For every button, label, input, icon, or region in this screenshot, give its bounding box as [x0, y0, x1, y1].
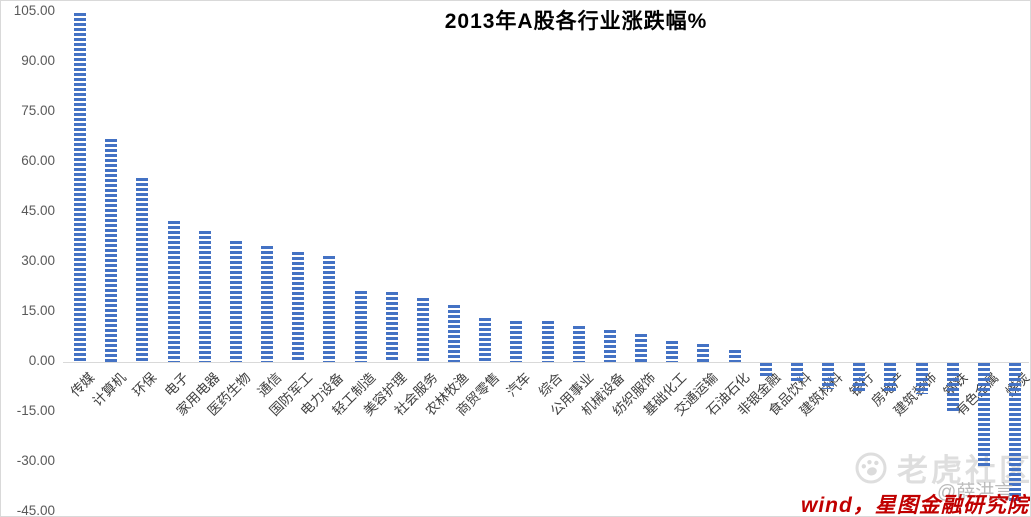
- x-axis-label: 汽车: [504, 369, 534, 400]
- y-axis-tick-label: 105.00: [13, 3, 55, 18]
- y-axis-tick-label: 60.00: [21, 153, 55, 168]
- bar: [572, 326, 585, 362]
- y-axis-tick-label: -45.00: [16, 503, 55, 517]
- y-axis-tick-label: -15.00: [16, 403, 55, 418]
- bar: [261, 246, 274, 362]
- bar: [728, 350, 741, 362]
- bar: [541, 321, 554, 362]
- x-axis-label: 环保: [130, 369, 160, 400]
- bar: [853, 363, 866, 391]
- bar: [635, 333, 648, 362]
- bar: [946, 363, 959, 412]
- y-axis-tick-label: 90.00: [21, 53, 55, 68]
- bar: [354, 291, 367, 362]
- y-axis-tick-label: -30.00: [16, 453, 55, 468]
- bar: [822, 363, 835, 389]
- author-handle-watermark: @薛洪言: [937, 482, 1014, 503]
- tiger-community-label: 老虎社区: [897, 453, 1031, 488]
- bar: [884, 363, 897, 393]
- zero-axis-line: [63, 362, 1029, 363]
- y-axis-tick-label: 30.00: [21, 253, 55, 268]
- bar: [915, 363, 928, 394]
- bar: [416, 298, 429, 362]
- bar: [385, 292, 398, 362]
- y-axis-tick-label: 45.00: [21, 203, 55, 218]
- y-axis-tick-label: 0.00: [28, 353, 55, 368]
- bar: [479, 318, 492, 362]
- bar: [666, 341, 679, 362]
- bar: [790, 363, 803, 383]
- bar: [198, 231, 211, 362]
- chart-title: 2013年A股各行业涨跌幅%: [444, 10, 708, 33]
- bar: [697, 344, 710, 362]
- bar: [977, 363, 990, 467]
- data-source-credit: wind，星图金融研究院: [801, 494, 1029, 517]
- bar: [229, 241, 242, 362]
- bar: [74, 13, 86, 362]
- x-axis-label: 计算机: [89, 369, 129, 410]
- bar: [603, 330, 616, 362]
- y-axis-tick-label: 15.00: [21, 303, 55, 318]
- tiger-community-watermark: 老虎社区: [853, 445, 1031, 490]
- bar: [292, 251, 305, 362]
- bar: [323, 256, 336, 362]
- bar: [510, 320, 523, 362]
- bar: [448, 305, 461, 362]
- y-axis-tick-label: 75.00: [21, 103, 55, 118]
- bar: [167, 221, 180, 362]
- bar: [1009, 363, 1022, 503]
- bar: [136, 177, 149, 362]
- bar: [105, 139, 118, 362]
- bar: [759, 363, 772, 377]
- tiger-paw-icon: [855, 452, 887, 483]
